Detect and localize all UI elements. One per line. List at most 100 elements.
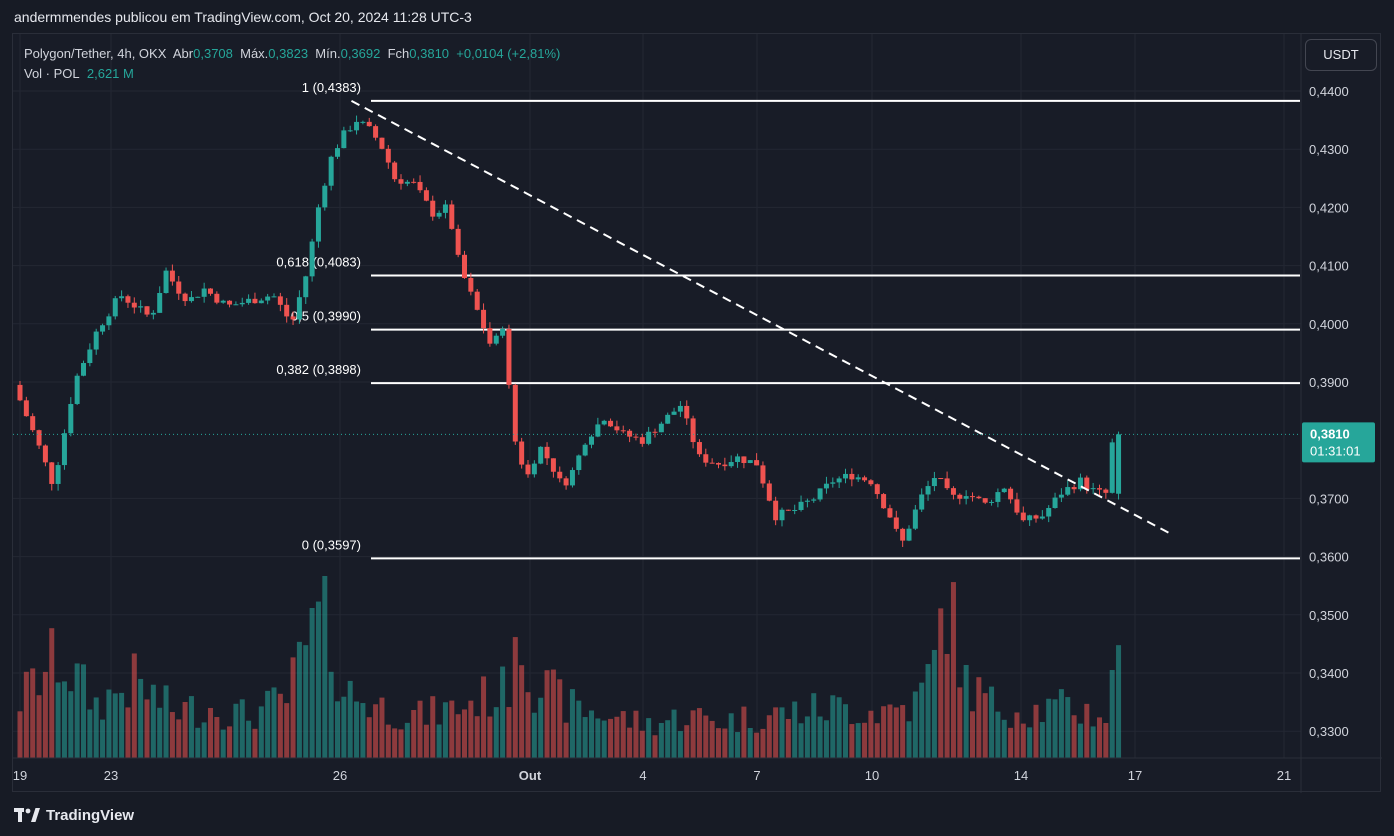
- candle-body: [1008, 488, 1014, 500]
- volume-bar: [201, 722, 207, 758]
- legend-change-value: +0,0104 (+2,81%): [456, 46, 561, 61]
- volume-bar: [855, 723, 861, 758]
- candle: [366, 117, 372, 127]
- candle: [252, 292, 258, 304]
- candle-body: [284, 304, 290, 317]
- candle-body: [970, 496, 975, 498]
- candle: [1014, 492, 1020, 516]
- candle-body: [1090, 488, 1096, 490]
- volume-bar: [576, 700, 582, 758]
- candle-body: [1001, 488, 1007, 493]
- candle-body: [531, 463, 537, 475]
- candle: [315, 204, 321, 248]
- volume-bar: [328, 671, 334, 758]
- candle: [569, 467, 575, 488]
- candle-body: [563, 478, 569, 486]
- candle-body: [227, 300, 233, 305]
- candle-body: [315, 207, 321, 242]
- volume-bar: [455, 714, 461, 758]
- bar-countdown: 01:31:01: [1310, 443, 1361, 458]
- candle-body: [728, 462, 734, 467]
- candle-body: [309, 241, 315, 277]
- volume-bar: [658, 722, 664, 758]
- candle: [1046, 505, 1052, 523]
- candle: [677, 401, 683, 417]
- volume-bar: [696, 708, 702, 758]
- candle: [627, 428, 633, 443]
- candle: [550, 458, 556, 478]
- volume-bar: [423, 724, 429, 758]
- fibonacci-retracement: 1 (0,4383) 0,618 (0,4083) 0,5 (0,3990) 0,38…: [276, 80, 1300, 560]
- candle: [17, 380, 23, 402]
- candle: [208, 288, 213, 296]
- candle: [893, 510, 899, 532]
- candle-body: [1033, 515, 1039, 519]
- candle-body: [182, 293, 188, 302]
- candle-body: [1014, 499, 1020, 513]
- candle-body: [722, 464, 728, 467]
- candle-body: [538, 446, 544, 464]
- volume-bar: [23, 671, 29, 758]
- candle: [747, 460, 753, 464]
- candle-body: [862, 477, 868, 481]
- volume-bar: [366, 717, 372, 758]
- chart-frame[interactable]: 1 (0,4383) 0,618 (0,4083) 0,5 (0,3990) 0,38…: [12, 33, 1382, 793]
- candle: [328, 155, 334, 191]
- volume-bar: [874, 723, 880, 758]
- currency-unit-button[interactable]: USDT: [1305, 39, 1377, 71]
- volume-bar: [442, 702, 448, 758]
- volume-bar: [150, 684, 156, 758]
- candle-body: [462, 254, 467, 279]
- volume-bar: [1027, 727, 1033, 758]
- candle-body: [519, 441, 525, 465]
- candle: [125, 294, 131, 308]
- volume-bar: [919, 682, 925, 758]
- candle-body: [671, 411, 677, 415]
- candle-body: [131, 302, 137, 308]
- volume-bar: [1001, 719, 1007, 758]
- time-tick-label: 14: [1014, 768, 1028, 783]
- volume-bar: [665, 720, 671, 758]
- candle-body: [360, 121, 366, 123]
- volume-bar: [188, 696, 194, 758]
- legend-symbol: Polygon/Tether, 4h, OKX: [24, 46, 167, 61]
- candle: [931, 471, 937, 492]
- volume-bar: [684, 725, 690, 758]
- volume-bar: [1090, 726, 1096, 758]
- volume-bar: [157, 707, 163, 758]
- candle: [227, 300, 233, 308]
- candle-body: [442, 204, 448, 213]
- candle-body: [836, 478, 842, 483]
- fib-level-label: 0,5 (0,3990): [291, 309, 361, 324]
- last-price-value: 0,3810: [1310, 426, 1350, 441]
- candle: [741, 456, 747, 469]
- candle-body: [989, 501, 995, 503]
- candle-body: [569, 470, 575, 486]
- volume-bar: [417, 700, 423, 758]
- candle-body: [1065, 487, 1071, 495]
- candle: [335, 144, 340, 159]
- volume-bar: [703, 715, 709, 758]
- candle: [322, 183, 328, 211]
- candle: [887, 504, 893, 519]
- candle: [493, 333, 499, 346]
- time-tick-label: 10: [865, 768, 879, 783]
- volume-bar: [690, 710, 696, 758]
- volume-bar: [474, 716, 480, 758]
- candle: [881, 492, 887, 509]
- candle: [728, 455, 734, 468]
- legend-open-label: Abr: [172, 46, 194, 61]
- legend-high-label: Máx.: [240, 46, 269, 61]
- volume-bar: [36, 695, 42, 758]
- candle: [995, 488, 1001, 508]
- candle: [716, 462, 721, 469]
- tradingview-brand[interactable]: TradingView: [14, 803, 134, 827]
- candle-body: [900, 528, 906, 541]
- candle-body: [493, 335, 499, 344]
- price-chart[interactable]: 1 (0,4383) 0,618 (0,4083) 0,5 (0,3990) 0,38…: [13, 34, 1382, 793]
- candle: [855, 474, 861, 483]
- candle: [1097, 484, 1102, 496]
- grid: [13, 34, 1301, 758]
- candle-body: [55, 465, 61, 484]
- volume-bar: [42, 671, 48, 758]
